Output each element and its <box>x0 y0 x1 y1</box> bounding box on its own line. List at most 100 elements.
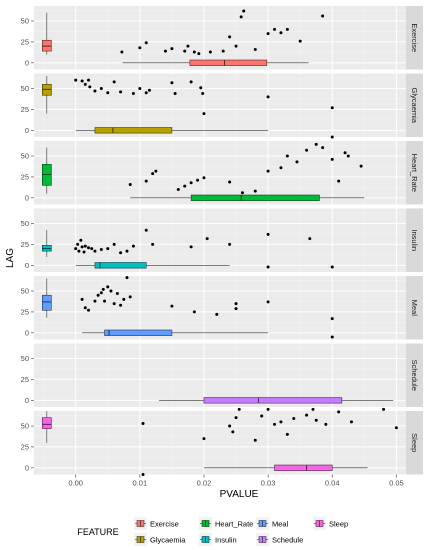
data-point <box>173 92 177 96</box>
legend: FEATURE Exercise Glycaemia Heart_Rate Insul… <box>77 517 348 546</box>
data-point <box>228 180 232 184</box>
legend-key-insulin: Insulin <box>199 533 237 546</box>
data-point <box>112 242 116 246</box>
legend-key-glycaemia: Glycaemia <box>134 533 186 546</box>
pvalue-box <box>274 464 333 471</box>
data-point <box>266 169 270 173</box>
data-point <box>242 9 246 13</box>
data-point <box>285 154 289 158</box>
data-point <box>87 246 91 250</box>
data-point <box>77 249 81 253</box>
data-point <box>292 417 296 421</box>
pvalue-box <box>94 127 173 134</box>
panel-background <box>34 208 406 272</box>
data-point <box>144 179 148 183</box>
panel-background <box>34 276 406 340</box>
data-point <box>266 32 270 36</box>
data-point <box>99 247 103 251</box>
data-point <box>119 251 123 255</box>
data-point <box>234 44 238 48</box>
data-point <box>128 295 132 299</box>
data-point <box>80 297 84 301</box>
legend-key-meal: Meal <box>256 517 289 530</box>
data-point <box>330 335 334 339</box>
data-point <box>279 166 283 170</box>
data-point <box>273 422 277 426</box>
data-point <box>321 146 325 150</box>
data-point <box>189 181 193 185</box>
facet-strip <box>406 6 423 70</box>
data-point <box>189 245 193 249</box>
data-point <box>93 249 97 253</box>
data-point <box>346 154 350 158</box>
data-point <box>125 276 129 280</box>
y-tick-label: 25 <box>21 240 29 249</box>
legend-label: Schedule <box>272 536 303 545</box>
data-point <box>196 178 200 182</box>
data-point <box>330 317 334 321</box>
data-point <box>144 228 148 232</box>
data-point <box>79 238 83 242</box>
y-tick-label: 25 <box>21 38 29 47</box>
lag-box <box>42 294 52 311</box>
y-tick-label: 50 <box>21 152 29 161</box>
legend-label: Sleep <box>329 520 348 529</box>
data-point <box>253 47 257 51</box>
legend-key-heart_rate: Heart_Rate <box>199 517 253 530</box>
legend-label: Heart_Rate <box>215 520 253 529</box>
x-tick-label: 0.01 <box>133 479 148 488</box>
data-point <box>115 292 119 296</box>
data-point <box>205 237 209 241</box>
data-point <box>234 416 238 420</box>
y-tick-label: 25 <box>21 375 29 384</box>
data-point <box>266 265 270 269</box>
data-point <box>170 304 174 308</box>
data-point <box>279 420 283 424</box>
data-point <box>266 232 270 236</box>
data-point <box>128 182 132 186</box>
facet-strip <box>406 73 423 137</box>
data-point <box>106 247 110 251</box>
data-point <box>125 249 129 253</box>
data-point <box>144 41 148 45</box>
data-point <box>260 414 264 418</box>
y-tick-label: 25 <box>21 308 29 317</box>
data-point <box>99 291 103 295</box>
legend-key-schedule: Schedule <box>256 533 303 546</box>
data-point <box>330 265 334 269</box>
data-point <box>106 91 110 95</box>
x-tick-label: 0.05 <box>389 479 404 488</box>
data-point <box>305 148 309 152</box>
data-point <box>109 289 113 293</box>
data-point <box>349 420 353 424</box>
data-point <box>131 244 135 248</box>
data-point <box>170 47 174 51</box>
data-point <box>208 50 212 54</box>
data-point <box>343 151 347 155</box>
data-point <box>298 39 302 43</box>
data-point <box>201 92 205 96</box>
facet-label: Glycaemia <box>410 88 419 124</box>
panel-meal: 0 25 50 Meal <box>21 276 423 340</box>
x-axis-title: PVALUE <box>220 489 259 500</box>
facet-strip <box>406 208 423 272</box>
data-point <box>192 50 196 54</box>
data-point <box>103 299 107 303</box>
data-point <box>83 82 87 86</box>
data-point <box>186 44 190 48</box>
panel-background <box>34 6 406 70</box>
data-point <box>215 312 219 316</box>
data-point <box>151 172 155 176</box>
y-tick-label: 25 <box>21 173 29 182</box>
y-tick-label: 50 <box>21 422 29 431</box>
lag-box <box>42 417 52 429</box>
data-point <box>202 437 206 441</box>
facet-panels: 0 25 50 Exercise 0 25 50 Glycaemia 0 25 50 Heart_Ra… <box>21 6 423 476</box>
facet-label: Heart_Rate <box>410 154 419 192</box>
data-point <box>74 78 78 82</box>
legend-key-sleep: Sleep <box>313 517 348 530</box>
data-point <box>76 242 80 246</box>
data-point <box>112 302 116 306</box>
data-point <box>394 426 398 430</box>
